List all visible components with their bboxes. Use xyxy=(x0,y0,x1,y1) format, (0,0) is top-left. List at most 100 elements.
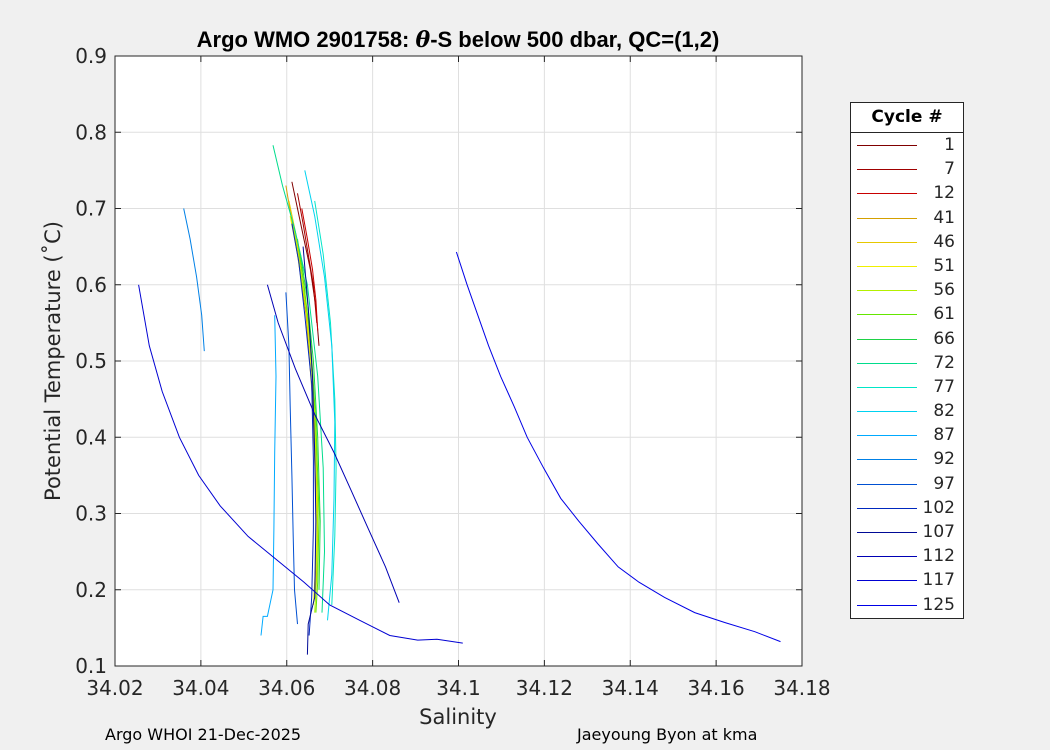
y-axis-label: Potential Temperature (˚C) xyxy=(41,221,65,501)
legend-swatch xyxy=(857,241,917,243)
legend-entry: 87 xyxy=(851,423,963,447)
x-tick-label: 34.04 xyxy=(172,676,229,700)
legend-entry: 112 xyxy=(851,544,963,568)
y-tick-labels: 0.1 0.2 0.3 0.4 0.5 0.6 0.7 0.8 0.9 xyxy=(75,44,107,678)
legend-swatch xyxy=(857,604,917,606)
legend-entry: 51 xyxy=(851,254,963,278)
y-tick-label: 0.4 xyxy=(75,425,107,449)
legend-entry: 92 xyxy=(851,447,963,471)
legend-label: 46 xyxy=(933,231,955,252)
legend-label: 117 xyxy=(922,570,955,591)
series-line-cycle-92 xyxy=(183,208,205,352)
legend-entries: 1 7 12 41 46 51 56 61 66 72 77 82 87 92 97 102 107 112 117… xyxy=(851,133,963,617)
legend-entry: 82 xyxy=(851,399,963,423)
legend-entry: 56 xyxy=(851,278,963,302)
series-line-cycle-7 xyxy=(297,193,318,323)
series-line-cycle-125 xyxy=(455,251,781,643)
series-line-cycle-12 xyxy=(301,208,319,331)
x-tick-label: 34.08 xyxy=(344,676,401,700)
x-tick-label: 34.18 xyxy=(773,676,830,700)
legend-label: 77 xyxy=(933,376,955,397)
legend-swatch xyxy=(857,314,917,316)
legend-swatch xyxy=(857,411,917,413)
legend-label: 56 xyxy=(933,280,955,301)
legend-entry: 66 xyxy=(851,327,963,351)
x-tick-label: 34.14 xyxy=(602,676,659,700)
chart-title-prefix: Argo WMO 2901758: xyxy=(197,27,416,52)
legend-swatch xyxy=(857,193,917,195)
legend-swatch xyxy=(857,386,917,388)
y-tick-label: 0.6 xyxy=(75,273,107,297)
series-line-cycle-102 xyxy=(291,223,314,636)
legend-label: 125 xyxy=(922,594,955,615)
legend-swatch xyxy=(857,145,917,146)
footer-right: Jaeyoung Byon at kma xyxy=(577,725,758,744)
chart-title-suffix: -S below 500 dbar, QC=(1,2) xyxy=(430,27,719,52)
legend-entry: 41 xyxy=(851,206,963,230)
y-tick-label: 0.7 xyxy=(75,197,107,221)
tick-group xyxy=(114,55,803,667)
legend-entry: 97 xyxy=(851,472,963,496)
legend-title: Cycle # xyxy=(851,103,963,133)
legend-swatch xyxy=(857,532,917,533)
legend-swatch xyxy=(857,580,917,582)
series-line-cycle-112 xyxy=(266,284,400,603)
legend-label: 82 xyxy=(933,401,955,422)
legend-swatch xyxy=(857,290,917,292)
y-tick-label: 0.9 xyxy=(75,44,107,68)
legend-label: 87 xyxy=(933,425,955,446)
series-line-cycle-97 xyxy=(285,292,298,625)
series-line-cycle-117 xyxy=(138,284,463,644)
legend-entry: 46 xyxy=(851,230,963,254)
legend-entry: 77 xyxy=(851,375,963,399)
legend-label: 112 xyxy=(922,546,955,567)
legend-label: 1 xyxy=(944,135,955,155)
series-line-cycle-61 xyxy=(297,238,320,613)
legend-label: 7 xyxy=(944,159,955,180)
legend-swatch xyxy=(857,265,917,267)
x-axis-label: Salinity xyxy=(419,705,497,729)
legend-entry: 12 xyxy=(851,181,963,205)
series-line-cycle-107 xyxy=(302,246,317,655)
series-line-cycle-82 xyxy=(304,170,336,621)
y-tick-label: 0.5 xyxy=(75,349,107,373)
chart-title: Argo WMO 2901758: θ-S below 500 dbar, QC… xyxy=(197,27,720,53)
y-tick-label: 0.1 xyxy=(75,654,107,678)
legend-swatch xyxy=(857,483,917,485)
legend-entry: 72 xyxy=(851,351,963,375)
legend-swatch xyxy=(857,435,917,437)
legend-label: 12 xyxy=(933,183,955,204)
x-tick-label: 34.16 xyxy=(687,676,744,700)
y-tick-label: 0.2 xyxy=(75,578,107,602)
legend-swatch xyxy=(857,556,917,558)
x-tick-label: 34.06 xyxy=(258,676,315,700)
legend-entry: 7 xyxy=(851,157,963,181)
legend-label: 72 xyxy=(933,352,955,373)
legend-swatch xyxy=(857,169,917,171)
legend: Cycle # 1 7 12 41 46 51 56 61 66 72 77 82 87 92 97 102 1… xyxy=(850,102,964,619)
series-line-cycle-87 xyxy=(260,315,277,636)
series-line-cycle-72 xyxy=(272,145,326,613)
footer-left: Argo WHOI 21-Dec-2025 xyxy=(105,725,302,744)
y-tick-label: 0.3 xyxy=(75,502,107,526)
legend-label: 66 xyxy=(933,328,955,349)
legend-swatch xyxy=(857,217,917,219)
legend-swatch xyxy=(857,362,917,364)
series-line-cycle-77 xyxy=(314,200,337,606)
legend-entry: 61 xyxy=(851,302,963,326)
legend-label: 97 xyxy=(933,473,955,494)
legend-entry: 125 xyxy=(851,593,963,617)
x-tick-label: 34.02 xyxy=(86,676,143,700)
y-tick-label: 0.8 xyxy=(75,120,107,144)
legend-entry: 117 xyxy=(851,568,963,592)
x-tick-label: 34.1 xyxy=(436,676,481,700)
x-tick-label: 34.12 xyxy=(516,676,573,700)
legend-entry: 1 xyxy=(851,133,963,157)
x-tick-labels: 34.02 34.04 34.06 34.08 34.1 34.12 34.14 34.16 3… xyxy=(86,676,830,700)
legend-swatch xyxy=(857,507,917,509)
legend-swatch xyxy=(857,459,917,461)
legend-label: 92 xyxy=(933,449,955,470)
theta-symbol: θ xyxy=(416,27,431,53)
legend-entry: 107 xyxy=(851,520,963,544)
